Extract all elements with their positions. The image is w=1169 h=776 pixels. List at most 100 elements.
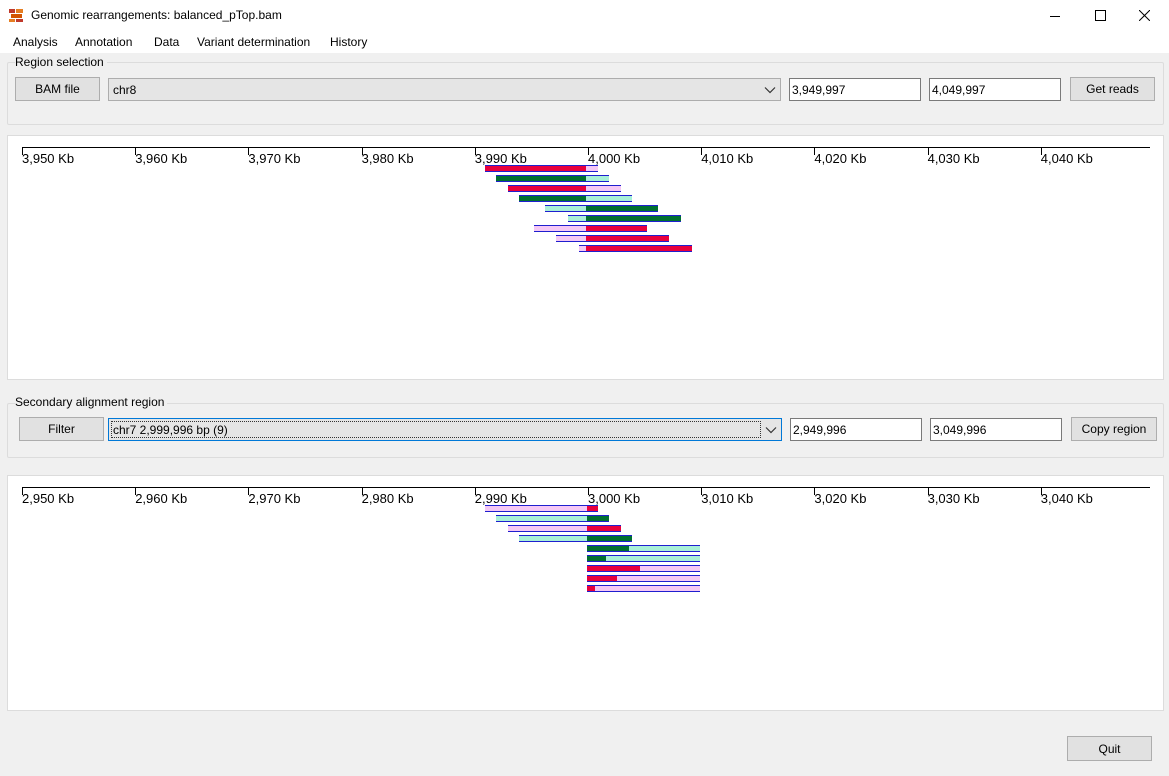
maximize-button[interactable] (1077, 0, 1123, 31)
read-segment (556, 236, 586, 241)
region-start-input[interactable]: 3,949,997 (789, 78, 921, 101)
axis-tick (814, 487, 816, 495)
axis-line (22, 487, 1150, 488)
copy-region-button[interactable]: Copy region (1071, 417, 1157, 441)
minimize-button[interactable] (1032, 0, 1078, 31)
secondary-start-input[interactable]: 2,949,996 (790, 418, 922, 441)
read-segment (484, 166, 586, 171)
tick-label: 4,010 Kb (701, 151, 754, 166)
read-segment (518, 196, 586, 201)
read-segment (585, 236, 670, 241)
menu-history[interactable]: History (330, 35, 368, 49)
read-segment (594, 586, 701, 591)
axis-tick (474, 147, 476, 155)
secondary-region-select[interactable]: chr7 2,999,996 bp (9) (108, 418, 782, 441)
chevron-down-icon (764, 86, 776, 93)
tick-label: 3,010 Kb (701, 491, 754, 506)
axis-tick (814, 147, 816, 155)
axis-tick (22, 487, 23, 495)
tick-label: 3,020 Kb (814, 491, 867, 506)
tick-label: 2,980 Kb (361, 491, 414, 506)
read-segment (617, 576, 701, 581)
read-alignment[interactable] (518, 535, 633, 542)
read-segment (586, 516, 610, 521)
read-alignment[interactable] (518, 195, 633, 202)
read-segment (586, 526, 621, 531)
menu-variant-determination[interactable]: Variant determination (197, 35, 311, 49)
window-title: Genomic rearrangements: balanced_pTop.ba… (31, 8, 282, 22)
axis-tick (135, 147, 137, 155)
read-alignment[interactable] (496, 175, 610, 182)
chromosome-value: chr8 (113, 82, 137, 97)
tick-label: 4,000 Kb (588, 151, 641, 166)
read-segment (507, 186, 586, 191)
read-segment (484, 506, 587, 511)
close-button[interactable] (1121, 0, 1167, 31)
read-segment (585, 206, 659, 211)
title-bar (0, 0, 1169, 31)
read-alignment[interactable] (556, 235, 670, 242)
menu-analysis[interactable]: Analysis (13, 35, 58, 49)
tick-label: 2,960 Kb (135, 491, 188, 506)
read-alignment[interactable] (586, 555, 701, 562)
region-selection-label: Region selection (15, 55, 107, 69)
read-alignment[interactable] (567, 215, 681, 222)
read-alignment[interactable] (586, 575, 701, 582)
secondary-end-input[interactable]: 3,049,996 (930, 418, 1062, 441)
region-selection-group (7, 62, 1164, 125)
axis-tick (248, 147, 250, 155)
read-segment (585, 226, 647, 231)
read-alignment[interactable] (544, 205, 659, 212)
read-segment (585, 166, 599, 171)
read-segment (518, 536, 587, 541)
region-end-input[interactable]: 4,049,997 (929, 78, 1061, 101)
read-alignment[interactable] (507, 525, 621, 532)
read-segment (496, 176, 586, 181)
app-icon (8, 7, 25, 23)
tick-label: 4,030 Kb (927, 151, 980, 166)
read-segment (585, 216, 681, 221)
read-alignment[interactable] (507, 185, 621, 192)
read-segment (585, 176, 610, 181)
menu-annotation[interactable]: Annotation (75, 35, 133, 49)
read-alignment[interactable] (533, 225, 647, 232)
secondary-region-value: chr7 2,999,996 bp (9) (113, 422, 228, 437)
read-alignment[interactable] (484, 505, 599, 512)
bam-file-button[interactable]: BAM file (15, 77, 100, 101)
axis-tick (248, 487, 250, 495)
tick-label: 3,030 Kb (927, 491, 980, 506)
filter-button[interactable]: Filter (19, 417, 104, 441)
secondary-track-panel (7, 475, 1164, 711)
secondary-region-label: Secondary alignment region (15, 395, 168, 409)
tick-label: 3,980 Kb (361, 151, 414, 166)
quit-button[interactable]: Quit (1067, 736, 1152, 761)
tick-label: 3,960 Kb (135, 151, 188, 166)
read-alignment[interactable] (578, 245, 693, 252)
read-alignment[interactable] (586, 585, 701, 592)
tick-label: 2,950 Kb (22, 491, 75, 506)
read-alignment[interactable] (496, 515, 610, 522)
read-segment (640, 566, 701, 571)
read-segment (585, 186, 621, 191)
axis-line (22, 147, 1150, 148)
read-segment (586, 576, 618, 581)
read-segment (586, 536, 633, 541)
axis-tick (361, 147, 363, 155)
menu-data[interactable]: Data (154, 35, 180, 49)
get-reads-button[interactable]: Get reads (1070, 77, 1155, 101)
tick-label: 2,990 Kb (474, 491, 527, 506)
read-segment (606, 556, 701, 561)
menu-bar (0, 31, 1169, 53)
read-alignment[interactable] (586, 545, 701, 552)
read-alignment[interactable] (586, 565, 701, 572)
chromosome-select[interactable]: chr8 (108, 78, 781, 101)
axis-tick (927, 147, 929, 155)
read-segment (578, 246, 586, 251)
tick-label: 4,040 Kb (1040, 151, 1093, 166)
read-segment (586, 566, 641, 571)
close-icon (1138, 10, 1150, 21)
tick-label: 3,950 Kb (22, 151, 75, 166)
read-alignment[interactable] (484, 165, 599, 172)
secondary-region-group (7, 403, 1164, 458)
read-segment (585, 196, 633, 201)
